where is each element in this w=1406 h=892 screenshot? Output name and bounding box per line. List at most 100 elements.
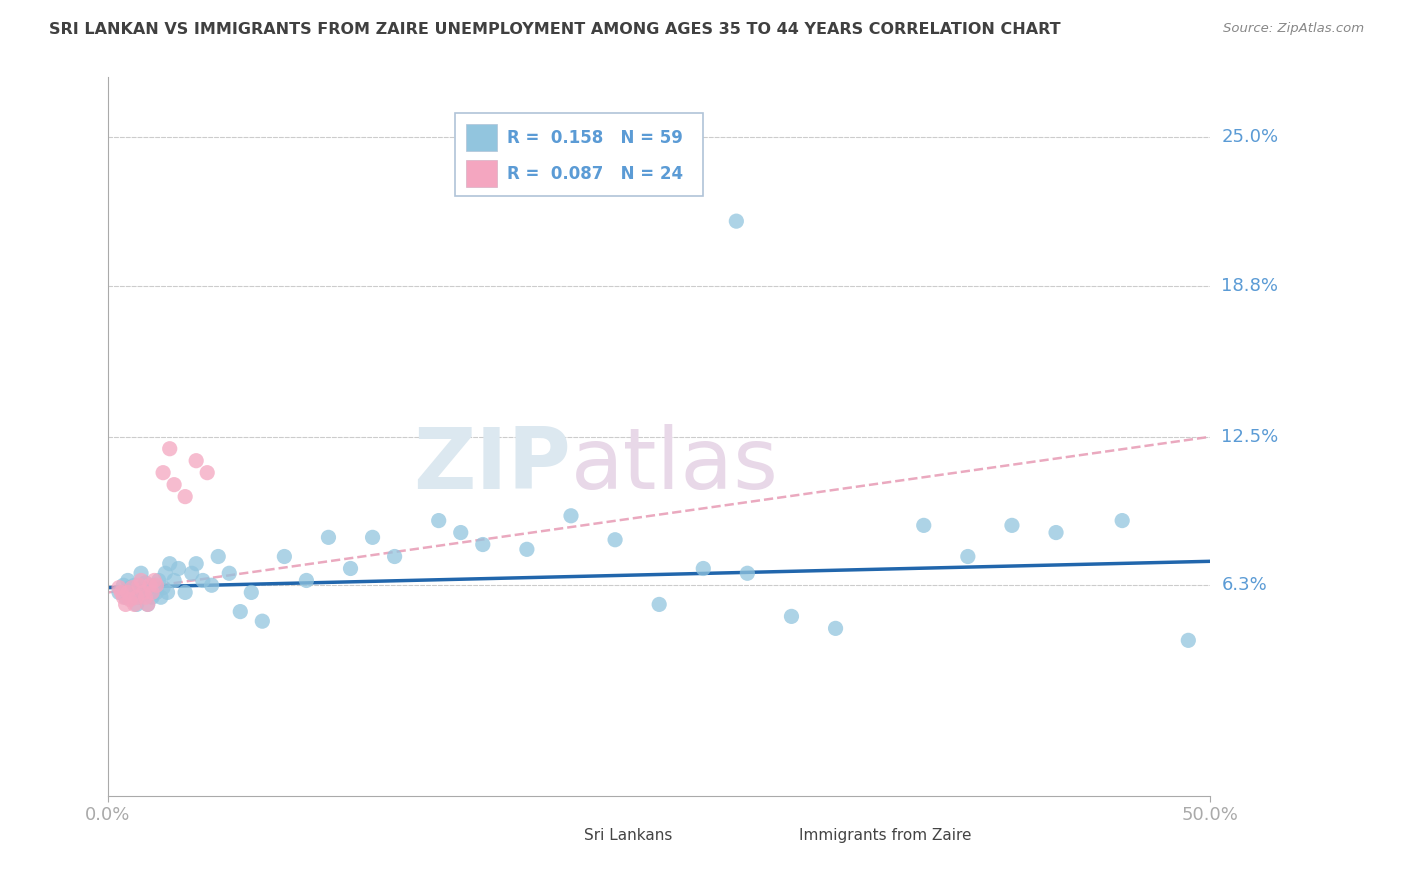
Point — [186, 453, 208, 467]
Point — [450, 525, 472, 540]
Point — [384, 549, 406, 564]
Text: ZIP: ZIP — [413, 424, 571, 507]
Point — [560, 508, 582, 523]
Point — [108, 585, 131, 599]
Text: 12.5%: 12.5% — [1222, 428, 1278, 446]
Point — [118, 581, 141, 595]
Text: R =  0.087   N = 24: R = 0.087 N = 24 — [508, 165, 683, 183]
Point — [1111, 514, 1133, 528]
Text: R =  0.158   N = 59: R = 0.158 N = 59 — [508, 128, 683, 147]
Point — [318, 530, 340, 544]
FancyBboxPatch shape — [763, 829, 792, 843]
Point — [112, 578, 135, 592]
Point — [145, 578, 167, 592]
Point — [121, 581, 143, 595]
Point — [252, 614, 274, 628]
Point — [129, 581, 152, 595]
Point — [112, 591, 135, 605]
Point — [136, 598, 159, 612]
Point — [725, 214, 748, 228]
Point — [159, 557, 181, 571]
Point — [117, 585, 139, 599]
Point — [114, 591, 136, 605]
Point — [152, 466, 174, 480]
Point — [129, 574, 152, 588]
Text: 25.0%: 25.0% — [1222, 128, 1278, 146]
Point — [174, 585, 197, 599]
FancyBboxPatch shape — [467, 124, 498, 152]
Point — [218, 566, 240, 581]
Point — [167, 561, 190, 575]
Point — [361, 530, 384, 544]
Point — [471, 537, 494, 551]
Point — [201, 578, 224, 592]
Point — [339, 561, 361, 575]
Text: Immigrants from Zaire: Immigrants from Zaire — [799, 828, 972, 843]
Point — [229, 605, 252, 619]
Point — [295, 574, 318, 588]
Point — [134, 591, 156, 605]
Point — [110, 585, 132, 599]
Point — [108, 581, 131, 595]
Point — [1001, 518, 1024, 533]
Point — [132, 585, 155, 599]
Point — [1177, 633, 1199, 648]
Point — [128, 591, 150, 605]
Point — [824, 621, 846, 635]
Point — [240, 585, 263, 599]
Point — [516, 542, 538, 557]
Point — [174, 490, 197, 504]
Point — [163, 477, 186, 491]
Point — [648, 598, 671, 612]
Text: 6.3%: 6.3% — [1222, 576, 1267, 594]
Point — [427, 514, 450, 528]
Point — [148, 574, 170, 588]
Text: Source: ZipAtlas.com: Source: ZipAtlas.com — [1223, 22, 1364, 36]
Point — [156, 585, 179, 599]
Point — [125, 591, 148, 605]
Point — [141, 591, 163, 605]
FancyBboxPatch shape — [456, 113, 703, 196]
Point — [132, 585, 155, 599]
Point — [780, 609, 803, 624]
Point — [128, 578, 150, 592]
Point — [121, 585, 143, 599]
Point — [139, 578, 162, 592]
Point — [180, 566, 202, 581]
Point — [207, 549, 229, 564]
Point — [1045, 525, 1067, 540]
Point — [118, 592, 141, 607]
Point — [143, 578, 166, 592]
Point — [195, 466, 218, 480]
Point — [145, 585, 167, 599]
Point — [603, 533, 626, 547]
Text: atlas: atlas — [571, 424, 779, 507]
Point — [134, 575, 156, 590]
Point — [737, 566, 759, 581]
Point — [114, 598, 136, 612]
Text: Sri Lankans: Sri Lankans — [585, 828, 672, 843]
Point — [125, 598, 148, 612]
Point — [141, 585, 163, 599]
Point — [129, 566, 152, 581]
Point — [155, 566, 177, 581]
Point — [136, 598, 159, 612]
Point — [124, 598, 146, 612]
Point — [912, 518, 935, 533]
Point — [273, 549, 295, 564]
FancyBboxPatch shape — [548, 829, 576, 843]
Point — [143, 574, 166, 588]
Point — [163, 574, 186, 588]
Point — [956, 549, 979, 564]
Point — [159, 442, 181, 456]
Point — [186, 557, 208, 571]
Text: 18.8%: 18.8% — [1222, 277, 1278, 295]
FancyBboxPatch shape — [467, 160, 498, 187]
Text: SRI LANKAN VS IMMIGRANTS FROM ZAIRE UNEMPLOYMENT AMONG AGES 35 TO 44 YEARS CORRE: SRI LANKAN VS IMMIGRANTS FROM ZAIRE UNEM… — [49, 22, 1062, 37]
Point — [117, 574, 139, 588]
Point — [152, 581, 174, 595]
Point — [139, 581, 162, 595]
Point — [149, 591, 172, 605]
Point — [191, 574, 214, 588]
Point — [124, 578, 146, 592]
